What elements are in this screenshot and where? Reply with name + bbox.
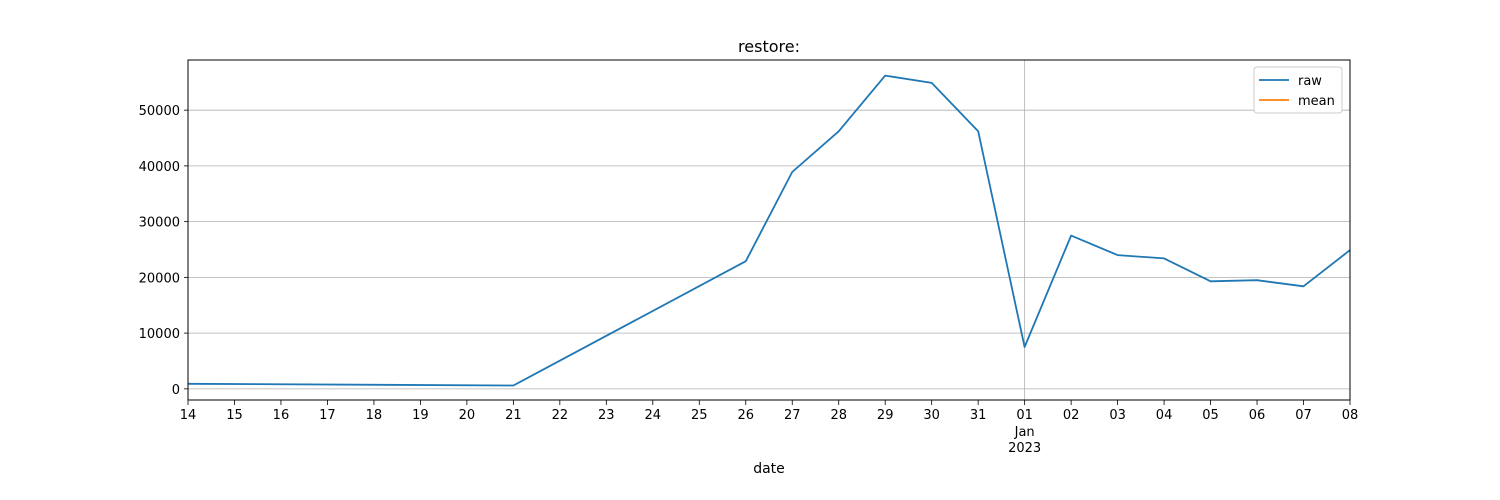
x-tick-label: 05 [1202,408,1219,423]
x-tick-label: 18 [366,408,383,423]
x-tick-label: 15 [226,408,243,423]
grid-layer [188,60,1350,400]
x-tick-label: 04 [1156,408,1173,423]
x-tick-label: 26 [737,408,754,423]
plot-frame [187,59,1351,401]
x-tick-label: 20 [459,408,476,423]
x-tick-label: 22 [552,408,569,423]
x-tick-label: 25 [691,408,708,423]
x-year-label: 2023 [1008,441,1041,456]
axes-layer: 0 10000 20000 30000 40000 50000 14 15 16 17 18 19 20… [139,104,1359,456]
x-tick-label: 16 [273,408,290,423]
x-tick-label: 02 [1063,408,1080,423]
x-tick-label: 01 [1016,408,1033,423]
x-axis-label: date [753,461,785,477]
legend-box [1253,66,1343,114]
x-tick-label: 08 [1342,408,1359,423]
y-tick-label: 0 [172,383,180,398]
legend-label-mean: mean [1298,94,1335,109]
legend: raw mean [1253,66,1343,114]
x-tick-label: 03 [1109,408,1126,423]
x-tick-label: 27 [784,408,801,423]
x-tick-label: 28 [830,408,847,423]
chart-title: restore: [738,37,800,56]
series-layer [187,74,1351,387]
y-tick-label: 10000 [139,327,180,342]
x-tick-label: 14 [180,408,197,423]
x-tick-label: 24 [645,408,662,423]
y-tick-label: 20000 [139,271,180,286]
legend-label-raw: raw [1298,74,1322,89]
x-tick-label: 06 [1249,408,1266,423]
x-month-label: Jan [1014,425,1035,440]
y-tick-label: 40000 [139,160,180,175]
x-tick-label: 30 [923,408,940,423]
x-tick-label: 29 [877,408,894,423]
x-tick-label: 21 [505,408,522,423]
y-tick-label: 50000 [139,104,180,119]
x-tick-label: 07 [1295,408,1312,423]
x-tick-label: 31 [970,408,987,423]
x-tick-label: 23 [598,408,615,423]
x-tick-label: 17 [319,408,336,423]
y-tick-label: 30000 [139,216,180,231]
x-tick-label: 19 [412,408,429,423]
series-line-raw [187,74,1351,387]
